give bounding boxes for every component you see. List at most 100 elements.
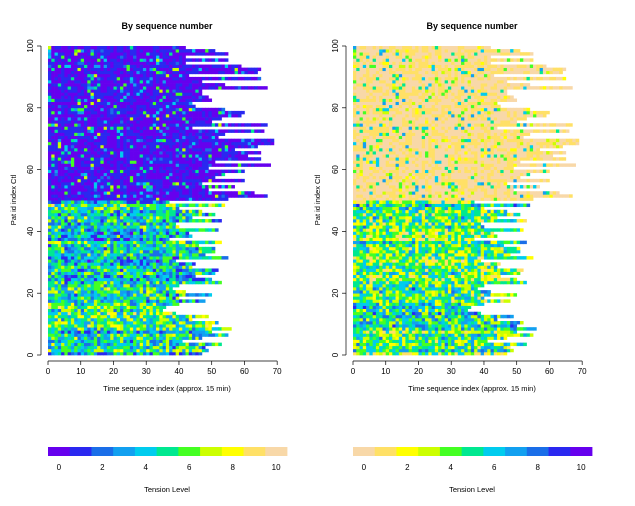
heatmap-cell bbox=[67, 231, 72, 235]
heatmap-cell bbox=[51, 55, 55, 59]
heatmap-cell bbox=[152, 188, 157, 192]
heatmap-cell bbox=[231, 86, 235, 90]
heatmap-cell bbox=[57, 52, 62, 56]
heatmap-cell bbox=[139, 49, 144, 53]
heatmap-cell bbox=[208, 107, 213, 112]
heatmap-cell bbox=[169, 342, 173, 347]
heatmap-cell bbox=[149, 166, 154, 170]
heatmap-cell bbox=[146, 225, 150, 229]
heatmap-cell bbox=[136, 237, 141, 242]
heatmap-cell bbox=[97, 305, 101, 309]
heatmap-cell bbox=[165, 188, 170, 192]
heatmap-cell bbox=[169, 333, 173, 337]
heatmap-cell bbox=[152, 256, 157, 260]
heatmap-cell bbox=[201, 132, 206, 136]
heatmap-cell bbox=[54, 330, 59, 334]
heatmap-cell bbox=[169, 336, 173, 340]
heatmap-cell bbox=[57, 222, 62, 226]
heatmap-cell bbox=[113, 46, 118, 50]
heatmap-cell bbox=[198, 197, 203, 201]
heatmap-cell bbox=[67, 228, 72, 232]
heatmap-cell bbox=[221, 147, 226, 152]
heatmap-cell bbox=[162, 169, 167, 174]
heatmap-cell bbox=[106, 79, 111, 84]
heatmap-cell bbox=[165, 181, 170, 186]
heatmap-cell bbox=[165, 92, 170, 96]
heatmap-cell bbox=[139, 324, 144, 328]
heatmap-cell bbox=[116, 132, 121, 136]
heatmap-cell bbox=[159, 262, 163, 266]
heatmap-cell bbox=[57, 293, 62, 297]
heatmap-cell bbox=[136, 348, 141, 353]
heatmap-cell bbox=[136, 265, 141, 269]
heatmap-cell bbox=[51, 287, 55, 291]
heatmap-cell bbox=[208, 110, 213, 115]
heatmap-cell bbox=[90, 219, 95, 223]
heatmap-cell bbox=[116, 79, 121, 84]
heatmap-cell bbox=[51, 225, 55, 229]
heatmap-cell bbox=[87, 271, 91, 276]
heatmap-cell bbox=[48, 86, 52, 90]
heatmap-cell bbox=[198, 135, 203, 140]
heatmap-cell bbox=[162, 52, 167, 56]
heatmap-cell bbox=[123, 52, 127, 56]
heatmap-cell bbox=[48, 351, 52, 356]
heatmap-cell bbox=[116, 113, 121, 118]
heatmap-cell bbox=[165, 185, 170, 189]
heatmap-cell bbox=[208, 138, 213, 143]
heatmap-cell bbox=[188, 293, 193, 297]
heatmap-cell bbox=[218, 197, 222, 201]
heatmap-cell bbox=[126, 308, 131, 313]
heatmap-cell bbox=[87, 296, 91, 300]
heatmap-cell bbox=[188, 169, 193, 174]
heatmap-cell bbox=[84, 92, 88, 96]
heatmap-cell bbox=[48, 129, 52, 133]
heatmap-cell bbox=[185, 293, 190, 297]
heatmap-cell bbox=[113, 206, 118, 211]
heatmap-cell bbox=[113, 181, 118, 186]
heatmap-cell bbox=[169, 138, 173, 143]
heatmap-cell bbox=[205, 185, 209, 189]
heatmap-cell bbox=[152, 277, 157, 282]
heatmap-cell bbox=[208, 169, 213, 174]
heatmap-cell bbox=[185, 327, 190, 331]
heatmap-cell bbox=[123, 259, 127, 263]
heatmap-cell bbox=[254, 138, 258, 143]
heatmap-cell bbox=[146, 169, 150, 174]
heatmap-cell bbox=[80, 234, 85, 238]
heatmap-cell bbox=[113, 141, 118, 146]
heatmap-cell bbox=[103, 280, 108, 285]
heatmap-cell bbox=[48, 107, 52, 112]
heatmap-cell bbox=[110, 351, 114, 356]
heatmap-cell bbox=[93, 147, 98, 152]
heatmap-cell bbox=[106, 299, 111, 303]
heatmap-cell bbox=[74, 104, 78, 109]
heatmap-cell bbox=[54, 175, 59, 180]
heatmap-cell bbox=[172, 219, 177, 223]
heatmap-cell bbox=[129, 181, 134, 186]
heatmap-cell bbox=[120, 302, 124, 306]
heatmap-cell bbox=[51, 228, 55, 232]
heatmap-cell bbox=[162, 302, 167, 306]
heatmap-cell bbox=[64, 209, 68, 214]
heatmap-cell bbox=[80, 333, 85, 337]
heatmap-cell bbox=[159, 215, 163, 220]
heatmap-cell bbox=[67, 311, 72, 316]
heatmap-cell bbox=[84, 321, 88, 325]
heatmap-cell bbox=[103, 333, 108, 337]
heatmap-cell bbox=[175, 98, 180, 102]
heatmap-cell bbox=[156, 240, 160, 245]
heatmap-cell bbox=[221, 129, 226, 133]
heatmap-cell bbox=[195, 351, 199, 356]
heatmap-cell bbox=[172, 271, 177, 276]
heatmap-cell bbox=[67, 206, 72, 211]
heatmap-cell bbox=[97, 70, 101, 75]
heatmap-cell bbox=[113, 98, 118, 102]
heatmap-cell bbox=[84, 271, 88, 276]
heatmap-cell bbox=[169, 206, 173, 211]
heatmap-cell bbox=[97, 175, 101, 180]
heatmap-cell bbox=[93, 120, 98, 124]
heatmap-cell bbox=[100, 132, 104, 136]
heatmap-cell bbox=[106, 321, 111, 325]
heatmap-cell bbox=[113, 49, 118, 53]
